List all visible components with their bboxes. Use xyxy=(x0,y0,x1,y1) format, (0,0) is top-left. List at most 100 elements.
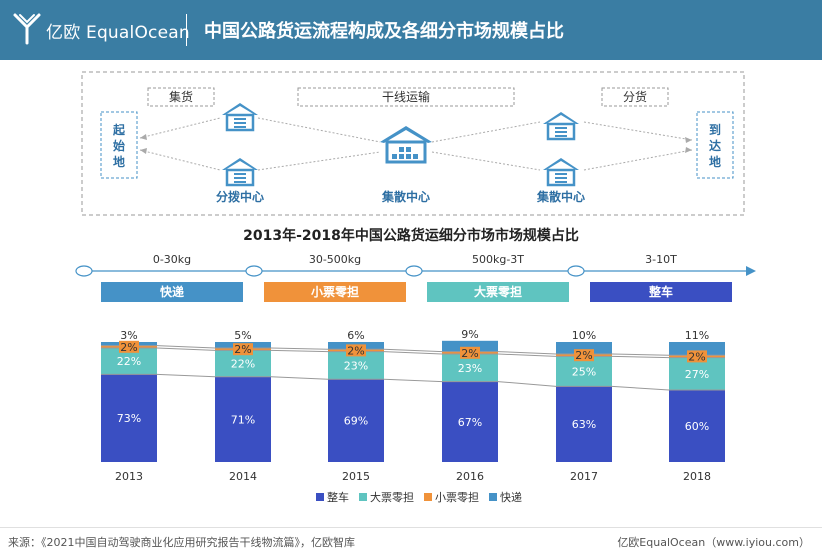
legend-label: 快递 xyxy=(500,490,522,504)
segment-box-label: 整车 xyxy=(648,284,673,299)
node-label-hub-center-2: 集散中心 xyxy=(536,189,585,204)
data-label: 9% xyxy=(461,328,478,341)
data-label: 23% xyxy=(458,362,482,375)
warehouse-icon xyxy=(543,112,579,141)
footer: 来源：《2021中国自动驾驶商业化应用研究报告干线物流篇》，亿欧智库 亿欧Equ… xyxy=(0,527,822,557)
data-label-badge xyxy=(574,349,594,362)
range-tick-marker xyxy=(75,265,93,277)
data-label: 25% xyxy=(572,365,596,378)
header-divider xyxy=(186,14,187,46)
data-label: 27% xyxy=(685,368,709,381)
origin-char-1: 起 xyxy=(112,122,126,137)
data-label: 22% xyxy=(231,358,255,371)
stage-label-trunk: 干线运输 xyxy=(382,89,430,104)
data-label: 67% xyxy=(458,416,482,429)
segment-box-label: 小票零担 xyxy=(311,284,359,299)
data-label: 11% xyxy=(685,329,709,342)
page-title: 中国公路货运流程构成及各细分市场规模占比 xyxy=(204,21,564,42)
stage-box-trunk xyxy=(297,87,515,107)
trend-line xyxy=(101,345,725,356)
data-label: 73% xyxy=(117,412,141,425)
data-label: 71% xyxy=(231,413,255,426)
chart-title: 2013年-2018年中国公路货运细分市场市场规模占比 xyxy=(243,228,579,244)
brand-credit: 亿欧EqualOcean（www.iyiou.com） xyxy=(617,536,810,549)
segment-box xyxy=(101,282,243,302)
x-tick-label: 2015 xyxy=(342,470,370,483)
bar-segment xyxy=(669,357,725,390)
range-tick-marker xyxy=(567,265,585,277)
data-label: 2% xyxy=(575,349,592,362)
range-tick-marker xyxy=(405,265,423,277)
logo-text: 亿欧 EqualOcean xyxy=(46,23,190,43)
data-label-badge xyxy=(346,344,366,357)
flow-diagram: 集货 干线运输 分货 起 始 地 到 达 地 xyxy=(81,71,745,216)
bar-segment xyxy=(556,386,612,462)
range-label: 500kg-3T xyxy=(472,253,524,266)
data-label-badge xyxy=(460,346,480,359)
data-label: 22% xyxy=(117,355,141,368)
legend-swatch xyxy=(489,493,497,501)
segment-range-bar: 0-30kg 30-500kg 500kg-3T 3-10T 快递 小票零担 大票零担 整车 xyxy=(75,253,756,302)
range-label: 0-30kg xyxy=(153,253,191,266)
stage-label-collect: 集货 xyxy=(169,89,193,104)
bar-segment xyxy=(442,381,498,462)
bar-segment xyxy=(556,342,612,354)
x-tick-label: 2014 xyxy=(229,470,257,483)
bar-segment xyxy=(669,390,725,462)
trend-line xyxy=(101,373,725,391)
destination-box xyxy=(696,111,734,179)
flow-arrowheads xyxy=(140,134,692,154)
destination-char-1: 到 xyxy=(709,122,721,137)
data-label: 2% xyxy=(688,350,705,363)
bar-segment xyxy=(442,340,498,352)
distribution-center-icon xyxy=(380,126,432,164)
range-tick-marker xyxy=(245,265,263,277)
data-label: 2% xyxy=(347,344,364,357)
data-label-badge xyxy=(119,340,139,353)
bar-segment xyxy=(215,376,271,462)
trend-line xyxy=(101,347,725,359)
segment-box-label: 快递 xyxy=(160,284,184,299)
source-citation: 来源：《2021中国自动驾驶商业化应用研究报告干线物流篇》，亿欧智库 xyxy=(8,536,355,549)
x-tick-label: 2013 xyxy=(115,470,143,483)
data-label-badge xyxy=(233,343,253,356)
stage-box-collect xyxy=(147,87,215,107)
legend-swatch xyxy=(424,493,432,501)
logo-icon xyxy=(13,13,41,45)
segment-box-label: 大票零担 xyxy=(474,284,522,299)
origin-char-3: 地 xyxy=(113,154,125,169)
node-label-hub-center: 集散中心 xyxy=(381,189,430,204)
segment-box xyxy=(427,282,569,302)
destination-char-3: 地 xyxy=(709,154,721,169)
segment-box xyxy=(590,282,732,302)
range-label: 30-500kg xyxy=(309,253,361,266)
x-tick-label: 2017 xyxy=(570,470,598,483)
destination-char-2: 达 xyxy=(709,138,721,153)
data-label: 2% xyxy=(234,343,251,356)
stacked-bar-chart: 73%22%2%3%71%22%2%5%69%23%2%6%67%23%2%9%… xyxy=(101,328,725,504)
node-label-sorting-center: 分拨中心 xyxy=(216,189,264,204)
data-label: 2% xyxy=(461,347,478,360)
legend-swatch xyxy=(316,493,324,501)
stage-label-distribute: 分货 xyxy=(623,89,647,104)
data-label: 2% xyxy=(120,341,137,354)
header-bar: 亿欧 EqualOcean 中国公路货运流程构成及各细分市场规模占比 xyxy=(0,0,822,60)
x-tick-label: 2016 xyxy=(456,470,484,483)
warehouse-icon xyxy=(222,158,258,187)
data-label: 69% xyxy=(344,415,368,428)
legend-label: 整车 xyxy=(327,490,349,504)
origin-char-2: 始 xyxy=(113,138,125,153)
data-label: 5% xyxy=(234,329,251,342)
data-label: 3% xyxy=(120,329,137,342)
range-arrowhead xyxy=(746,266,756,276)
data-label: 60% xyxy=(685,420,709,433)
bar-segment xyxy=(101,374,157,462)
stage-box-distribute xyxy=(601,87,669,107)
bar-segment xyxy=(669,342,725,356)
flow-frame xyxy=(81,71,745,216)
legend-label: 大票零担 xyxy=(370,490,414,504)
data-label: 63% xyxy=(572,418,596,431)
data-label: 10% xyxy=(572,329,596,342)
flow-connectors xyxy=(139,117,693,171)
x-tick-label: 2018 xyxy=(683,470,711,483)
